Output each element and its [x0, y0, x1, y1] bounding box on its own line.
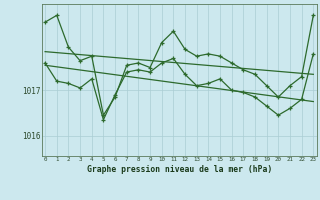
X-axis label: Graphe pression niveau de la mer (hPa): Graphe pression niveau de la mer (hPa) — [87, 165, 272, 174]
